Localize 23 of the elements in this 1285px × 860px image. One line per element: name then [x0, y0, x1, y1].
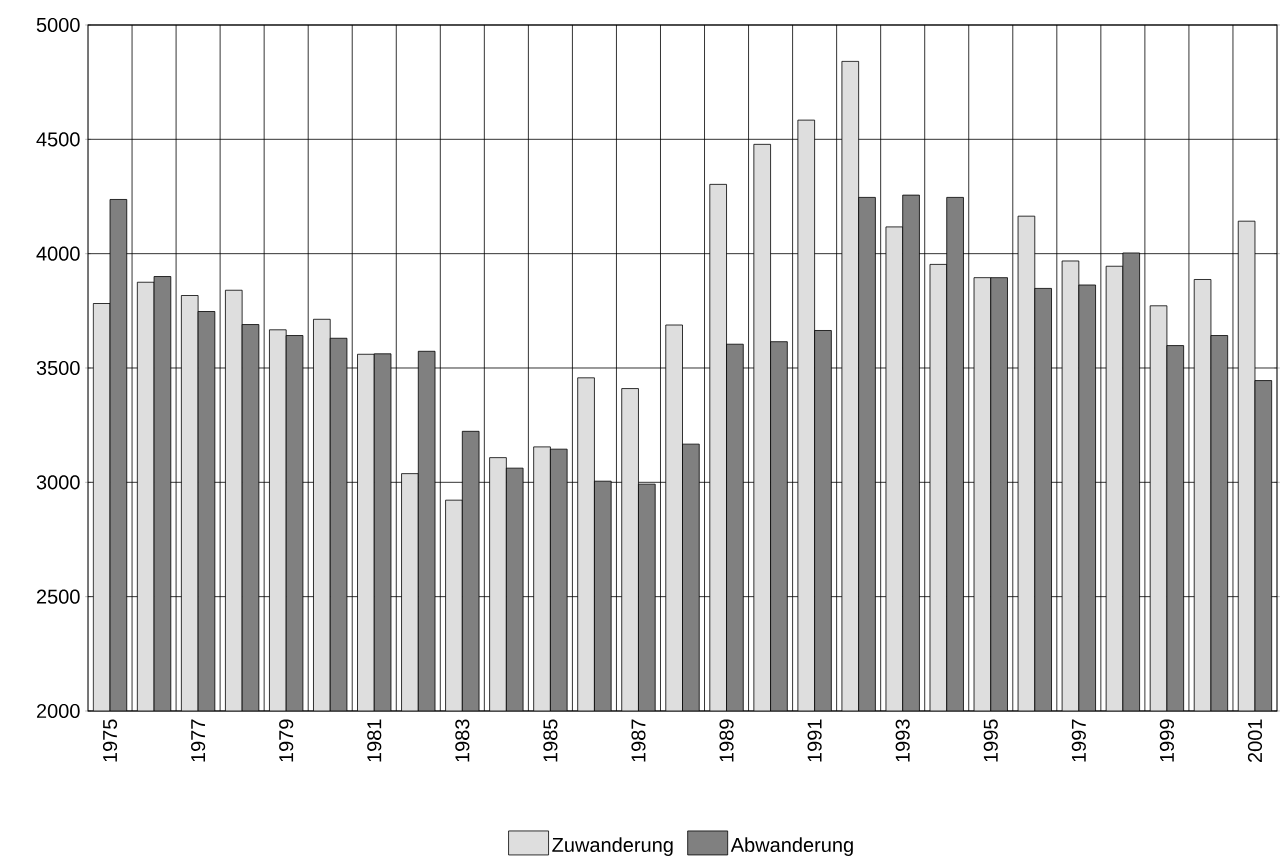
x-tick-label: 1997	[1071, 719, 1086, 762]
legend-label: Abwanderung	[730, 837, 853, 856]
x-tick-label: 1987	[631, 719, 646, 762]
x-tick-label: 1985	[543, 719, 558, 762]
y-tick-label: 2500	[36, 589, 80, 604]
x-tick-label: 1993	[895, 719, 910, 762]
x-tick-label: 1975	[102, 719, 118, 762]
x-tick-label: 1991	[807, 719, 822, 762]
x-tick-label: 1977	[191, 719, 206, 762]
x-tick-label: 1983	[455, 719, 470, 762]
x-tick-label: 1999	[1159, 719, 1174, 762]
legend-label: Zuwanderung	[552, 837, 673, 856]
x-tick-label: 1995	[983, 719, 998, 762]
x-tick-label: 2001	[1247, 719, 1263, 763]
y-tick-label: 3500	[36, 360, 80, 376]
y-tick-label: 3000	[36, 475, 80, 490]
x-tick-label: 1981	[367, 719, 382, 762]
y-tick-label: 5000	[36, 17, 80, 33]
y-tick-label: 4500	[36, 132, 80, 147]
y-tick-label: 2000	[36, 703, 80, 719]
x-tick-label: 1979	[279, 719, 294, 762]
y-tick-label: 4000	[36, 246, 80, 261]
x-tick-label: 1989	[719, 719, 734, 762]
